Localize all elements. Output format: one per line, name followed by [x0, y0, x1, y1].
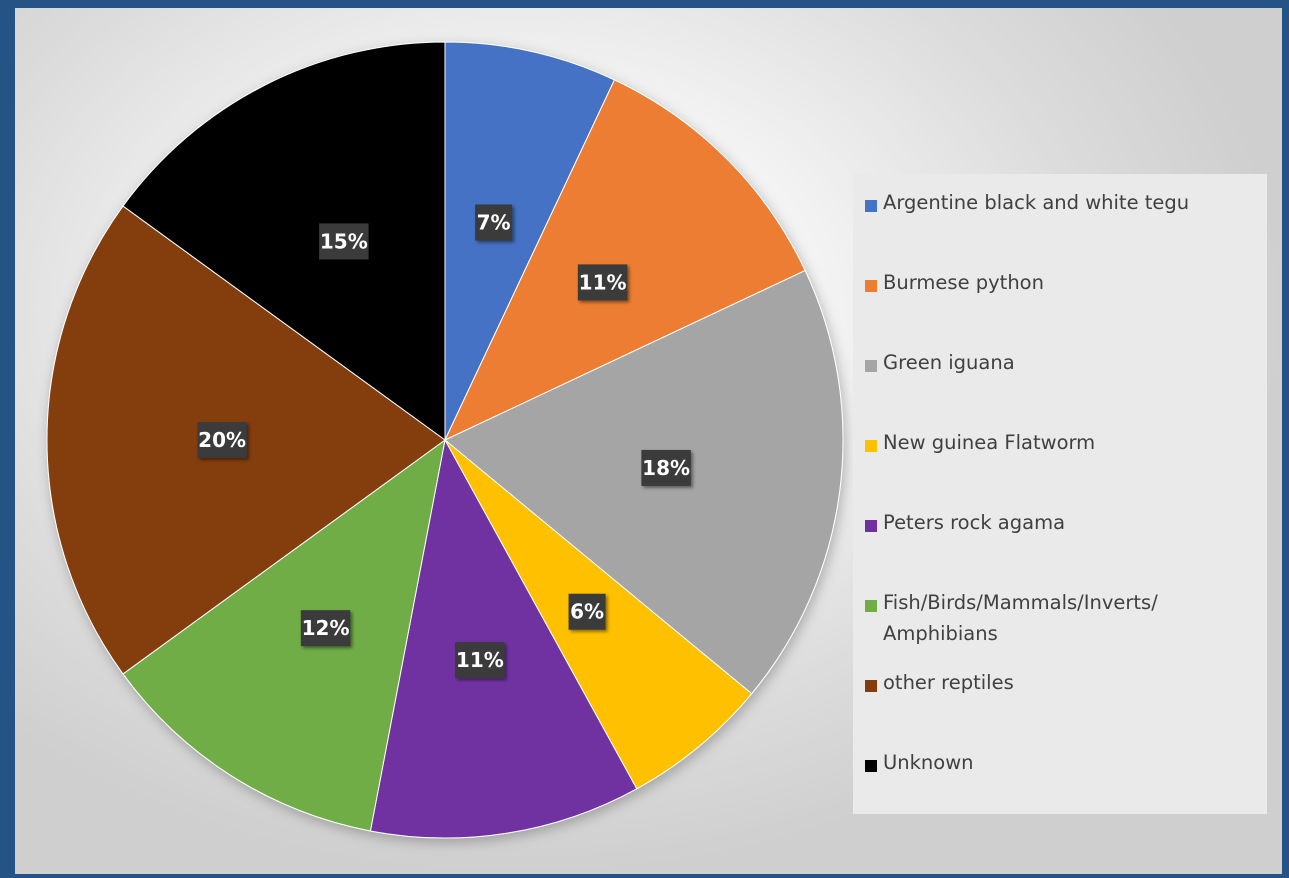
- data-label-7: 15%: [319, 223, 369, 260]
- data-label-box-2: [641, 449, 691, 486]
- legend-label: Burmese python: [883, 271, 1044, 294]
- legend-item-6: other reptiles: [865, 671, 1261, 698]
- data-label-1: 11%: [577, 264, 628, 301]
- chart-legend: Argentine black and white tegu Burmese py…: [853, 174, 1267, 814]
- legend-swatch: [865, 680, 877, 692]
- pie-slice-5: [122, 438, 446, 832]
- pie-chart: 7% 11% 18% 6% 11% 12% 20% 15%: [46, 41, 844, 839]
- data-label-box-5: [300, 610, 351, 647]
- data-label-box-0: [475, 204, 513, 241]
- data-label-text-0: 7%: [477, 210, 511, 234]
- chart-area: 7% 11% 18% 6% 11% 12% 20% 15% Argentine black a…: [15, 8, 1282, 874]
- pie-slice-1: [443, 79, 806, 442]
- data-label-box-4: [455, 642, 505, 679]
- legend-item-7: Unknown: [865, 751, 1261, 778]
- data-label-2: 18%: [641, 449, 691, 486]
- legend-label: Argentine black and white tegu: [883, 191, 1190, 214]
- legend-swatch: [865, 280, 877, 292]
- legend-swatch: [865, 440, 877, 452]
- data-label-text-5: 12%: [302, 616, 350, 640]
- legend-item-3: New guinea Flatworm: [865, 431, 1261, 458]
- legend-item-4: Peters rock agama: [865, 511, 1261, 538]
- data-label-text-4: 11%: [456, 648, 504, 672]
- legend-item-1: Burmese python: [865, 271, 1261, 298]
- data-label-0: 7%: [475, 204, 513, 241]
- legend-item-0: Argentine black and white tegu: [865, 191, 1261, 218]
- legend-item-5: Fish/Birds/Mammals/Inverts/ Amphibians: [865, 591, 1261, 649]
- legend-label: Fish/Birds/Mammals/Inverts/ Amphibians: [883, 591, 1158, 645]
- legend-label: New guinea Flatworm: [883, 431, 1096, 454]
- legend-item-2: Green iguana: [865, 351, 1261, 378]
- data-label-3: 6%: [568, 593, 606, 630]
- legend-swatch: [865, 200, 877, 212]
- data-label-text-1: 11%: [579, 270, 627, 294]
- data-label-text-7: 15%: [320, 229, 368, 253]
- data-label-4: 11%: [455, 642, 505, 679]
- data-label-box-7: [319, 223, 369, 260]
- data-label-5: 12%: [300, 610, 351, 647]
- legend-label: Peters rock agama: [883, 511, 1066, 534]
- pie-data-labels: 7% 11% 18% 6% 11% 12% 20% 15%: [197, 204, 691, 679]
- data-label-text-6: 20%: [198, 428, 246, 452]
- data-label-text-2: 18%: [642, 456, 690, 480]
- pie-slice-4: [369, 438, 638, 839]
- pie-slice-0: [444, 41, 616, 441]
- data-label-box-3: [568, 593, 606, 630]
- legend-swatch: [865, 600, 877, 612]
- pie-slices: [46, 41, 844, 839]
- legend-swatch: [865, 520, 877, 532]
- data-label-box-6: [197, 422, 247, 458]
- pie-slice-7: [122, 41, 446, 441]
- legend-swatch: [865, 360, 877, 372]
- legend-swatch: [865, 760, 877, 772]
- legend-label: Unknown: [883, 751, 974, 774]
- data-label-6: 20%: [197, 422, 247, 458]
- legend-label: other reptiles: [883, 671, 1014, 694]
- legend-label: Green iguana: [883, 351, 1015, 374]
- data-label-text-3: 6%: [570, 600, 604, 624]
- data-label-box-1: [577, 264, 628, 301]
